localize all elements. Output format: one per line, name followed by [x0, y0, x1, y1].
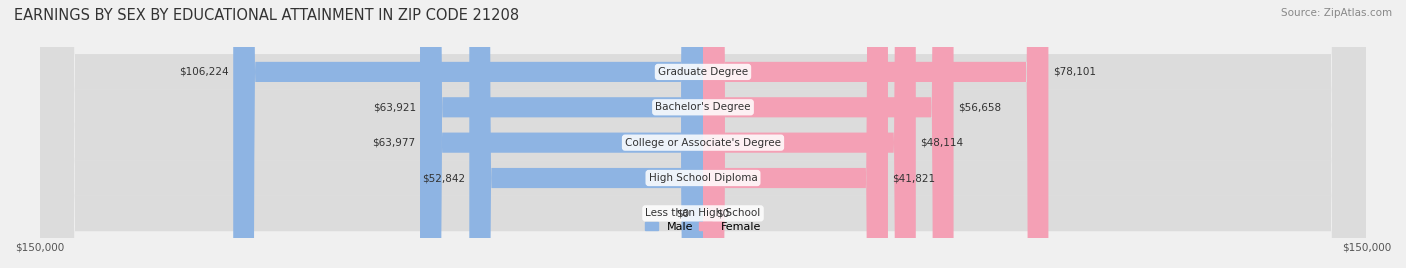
Text: Source: ZipAtlas.com: Source: ZipAtlas.com: [1281, 8, 1392, 18]
Legend: Male, Female: Male, Female: [640, 217, 766, 236]
FancyBboxPatch shape: [39, 0, 1367, 268]
FancyBboxPatch shape: [39, 0, 1367, 268]
Text: $0: $0: [676, 209, 690, 218]
Text: High School Diploma: High School Diploma: [648, 173, 758, 183]
FancyBboxPatch shape: [39, 0, 1367, 268]
Text: Bachelor's Degree: Bachelor's Degree: [655, 102, 751, 112]
Text: $63,977: $63,977: [373, 138, 416, 148]
Text: $106,224: $106,224: [179, 67, 229, 77]
FancyBboxPatch shape: [470, 0, 703, 268]
FancyBboxPatch shape: [703, 0, 953, 268]
FancyBboxPatch shape: [233, 0, 703, 268]
Text: $52,842: $52,842: [422, 173, 465, 183]
FancyBboxPatch shape: [703, 0, 1049, 268]
FancyBboxPatch shape: [39, 0, 1367, 268]
Text: $41,821: $41,821: [893, 173, 935, 183]
Text: $78,101: $78,101: [1053, 67, 1095, 77]
Text: $0: $0: [716, 209, 730, 218]
FancyBboxPatch shape: [420, 0, 703, 268]
FancyBboxPatch shape: [39, 0, 1367, 268]
FancyBboxPatch shape: [703, 0, 889, 268]
Text: $56,658: $56,658: [957, 102, 1001, 112]
FancyBboxPatch shape: [703, 0, 915, 268]
Text: $48,114: $48,114: [920, 138, 963, 148]
Text: Graduate Degree: Graduate Degree: [658, 67, 748, 77]
Text: Less than High School: Less than High School: [645, 209, 761, 218]
Text: College or Associate's Degree: College or Associate's Degree: [626, 138, 780, 148]
Text: $63,921: $63,921: [373, 102, 416, 112]
FancyBboxPatch shape: [420, 0, 703, 268]
Text: EARNINGS BY SEX BY EDUCATIONAL ATTAINMENT IN ZIP CODE 21208: EARNINGS BY SEX BY EDUCATIONAL ATTAINMEN…: [14, 8, 519, 23]
